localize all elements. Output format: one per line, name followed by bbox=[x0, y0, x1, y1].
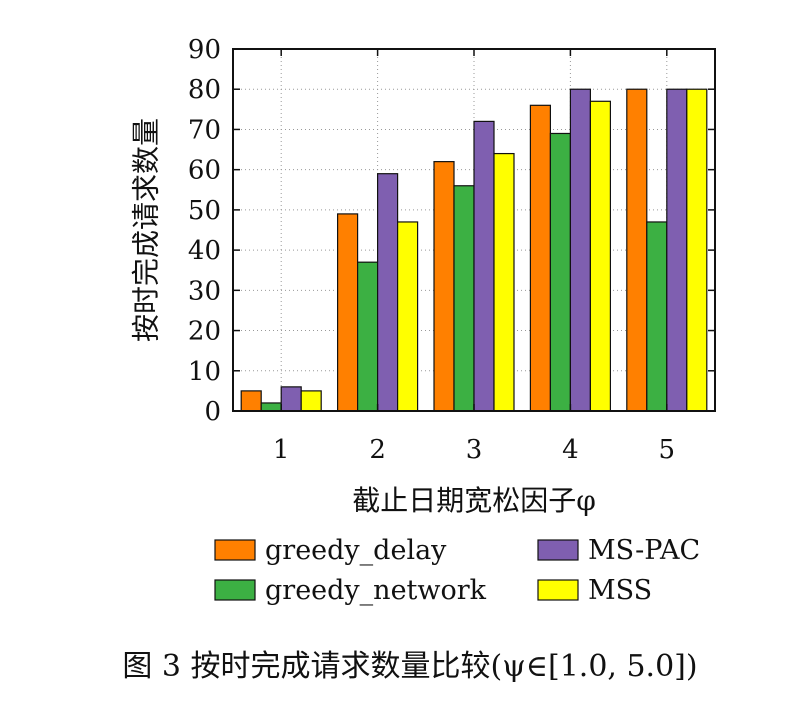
legend-swatch bbox=[537, 539, 579, 561]
legend: greedy_delay greedy_network MS-PAC MSS bbox=[214, 535, 700, 606]
legend-label: MS-PAC bbox=[588, 535, 700, 566]
bar-MS-PAC-2 bbox=[377, 173, 399, 412]
y-axis-label: 按时完成请求数量 bbox=[130, 118, 163, 342]
bar-greedy_delay-1 bbox=[240, 390, 262, 412]
bar-MS-PAC-5 bbox=[666, 88, 688, 412]
bar-greedy_network-3 bbox=[453, 185, 475, 412]
x-tick-label: 1 bbox=[273, 435, 290, 465]
bar-greedy_network-4 bbox=[549, 132, 572, 412]
x-axis-ticks: 1 2 3 4 5 bbox=[273, 49, 675, 465]
bar-MSS-3 bbox=[493, 152, 515, 412]
bar-greedy_delay-5 bbox=[626, 88, 648, 412]
bar-greedy_delay-2 bbox=[337, 213, 359, 412]
bar-MSS-5 bbox=[686, 88, 708, 412]
x-axis-label: 截止日期宽松因子φ bbox=[352, 484, 596, 517]
y-tick-label: 60 bbox=[188, 156, 221, 186]
legend-swatch bbox=[214, 539, 256, 561]
y-tick-label: 0 bbox=[204, 397, 221, 427]
bar-greedy_network-5 bbox=[646, 221, 668, 412]
y-tick-label: 20 bbox=[188, 317, 221, 347]
legend-swatch bbox=[214, 579, 256, 601]
x-tick-label: 4 bbox=[562, 435, 579, 465]
legend-label: greedy_delay bbox=[265, 535, 447, 566]
bars bbox=[240, 88, 708, 412]
x-tick-label: 3 bbox=[466, 435, 483, 465]
y-tick-label: 50 bbox=[188, 196, 221, 226]
legend-label: MSS bbox=[588, 575, 652, 606]
y-tick-label: 10 bbox=[188, 357, 221, 387]
bar-MS-PAC-3 bbox=[473, 120, 495, 412]
bar-greedy_delay-4 bbox=[529, 104, 552, 412]
y-tick-label: 70 bbox=[188, 115, 221, 145]
y-tick-label: 40 bbox=[188, 236, 221, 266]
legend-swatch bbox=[537, 579, 579, 601]
bar-MSS-1 bbox=[300, 390, 322, 412]
bar-MS-PAC-4 bbox=[569, 88, 592, 412]
x-tick-label: 5 bbox=[659, 435, 676, 465]
y-tick-label: 30 bbox=[188, 276, 221, 306]
bar-MSS-4 bbox=[589, 100, 612, 412]
y-tick-label: 80 bbox=[188, 75, 221, 105]
bar-greedy_delay-3 bbox=[433, 161, 455, 412]
bar-greedy_network-1 bbox=[260, 402, 282, 412]
y-axis-ticks: 0 10 20 30 40 50 60 70 80 90 bbox=[188, 35, 715, 427]
bar-greedy_network-2 bbox=[357, 261, 379, 412]
bar-MSS-2 bbox=[397, 221, 419, 412]
y-tick-label: 90 bbox=[188, 35, 221, 65]
bar-MS-PAC-1 bbox=[280, 386, 302, 412]
x-tick-label: 2 bbox=[369, 435, 386, 465]
legend-label: greedy_network bbox=[265, 575, 487, 606]
figure-caption: 图 3 按时完成请求数量比较(ψ∈[1.0, 5.0]) bbox=[122, 649, 697, 684]
